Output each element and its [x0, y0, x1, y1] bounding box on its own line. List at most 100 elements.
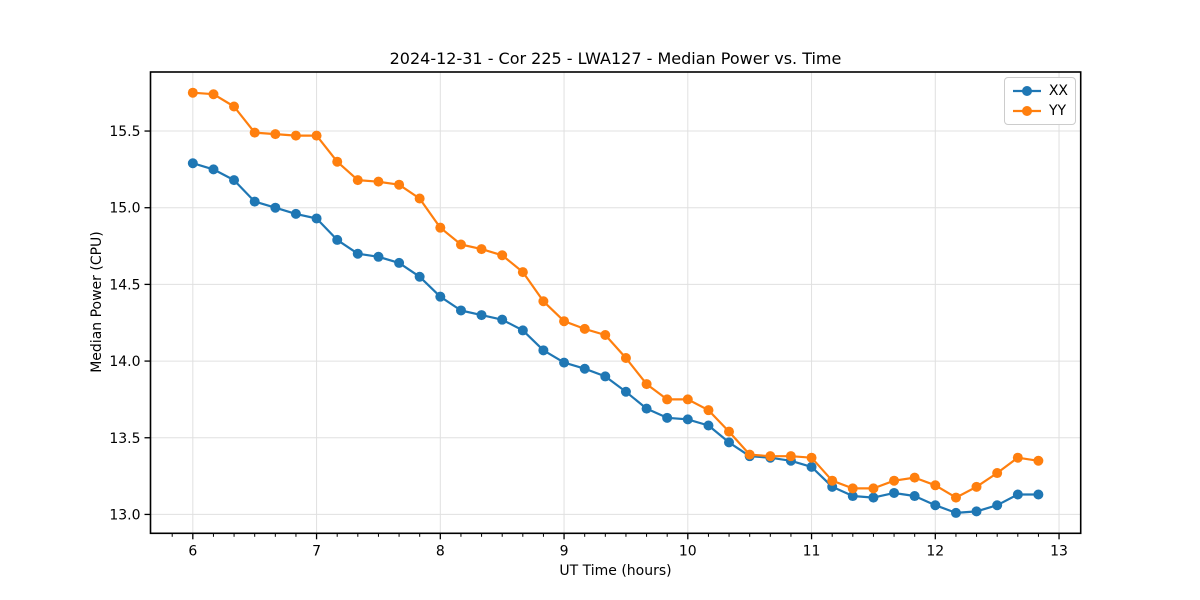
data-point-xx — [930, 500, 941, 511]
data-point-xx — [682, 414, 693, 425]
data-point-yy — [682, 394, 693, 405]
data-point-yy — [1033, 455, 1044, 466]
data-point-yy — [394, 179, 405, 190]
data-point-yy — [208, 89, 219, 100]
data-point-xx — [559, 357, 570, 368]
y-axis-label: Median Power (CPU) — [89, 231, 105, 373]
data-point-xx — [889, 487, 900, 498]
legend-line-xx-icon — [1013, 86, 1041, 96]
data-point-xx — [538, 345, 549, 356]
data-point-xx — [971, 506, 982, 517]
data-point-xx — [806, 461, 817, 472]
data-point-yy — [971, 481, 982, 492]
data-point-xx — [352, 248, 363, 259]
x-tick-label: 7 — [312, 543, 321, 559]
data-point-yy — [765, 451, 776, 462]
y-tick-label: 15.0 — [109, 201, 140, 217]
data-point-xx — [724, 437, 735, 448]
data-point-xx — [249, 196, 260, 207]
data-point-yy — [703, 405, 714, 416]
data-point-yy — [620, 353, 631, 364]
x-tick-label: 6 — [188, 543, 197, 559]
data-point-yy — [332, 156, 343, 167]
data-point-yy — [889, 475, 900, 486]
data-point-yy — [930, 480, 941, 491]
data-point-xx — [950, 507, 961, 518]
data-point-yy — [827, 475, 838, 486]
data-point-yy — [806, 452, 817, 463]
y-tick-label: 14.0 — [109, 354, 140, 370]
data-point-xx — [1012, 489, 1023, 500]
data-point-yy — [559, 316, 570, 327]
data-point-yy — [847, 483, 858, 494]
data-point-yy — [435, 222, 446, 233]
data-point-yy — [414, 193, 425, 204]
data-point-yy — [497, 250, 508, 261]
data-point-xx — [662, 412, 673, 423]
data-point-xx — [208, 164, 219, 175]
data-point-yy — [517, 267, 528, 278]
data-point-yy — [229, 101, 240, 112]
legend-item-xx: XX — [1012, 84, 1068, 98]
data-point-xx — [868, 492, 879, 503]
y-tick-label: 13.5 — [109, 431, 140, 447]
data-point-yy — [785, 451, 796, 462]
data-point-xx — [909, 491, 920, 502]
data-point-xx — [394, 257, 405, 268]
data-point-yy — [1012, 452, 1023, 463]
data-point-xx — [373, 251, 384, 262]
data-point-yy — [662, 394, 673, 405]
data-point-yy — [311, 130, 322, 141]
y-tick-label: 15.5 — [109, 124, 140, 140]
data-point-xx — [332, 234, 343, 245]
chart-title: 2024-12-31 - Cor 225 - LWA127 - Median P… — [389, 49, 842, 68]
data-point-xx — [517, 325, 528, 336]
data-point-yy — [290, 130, 301, 141]
legend-label-xx: XX — [1048, 83, 1068, 99]
data-point-yy — [579, 323, 590, 334]
x-tick-label: 11 — [803, 543, 821, 559]
data-point-yy — [868, 483, 879, 494]
data-point-xx — [455, 305, 466, 316]
series-line-yy — [191, 91, 1040, 499]
data-point-xx — [270, 202, 281, 213]
data-point-xx — [847, 491, 858, 502]
data-point-yy — [373, 176, 384, 187]
data-point-xx — [229, 175, 240, 186]
legend-line-yy-icon — [1013, 106, 1041, 116]
data-point-yy — [352, 175, 363, 186]
data-point-xx — [414, 271, 425, 282]
data-point-xx — [290, 208, 301, 219]
data-point-yy — [992, 468, 1003, 479]
data-point-xx — [476, 310, 487, 321]
legend-label-yy: YY — [1049, 103, 1067, 119]
data-point-xx — [600, 371, 611, 382]
data-point-xx — [579, 363, 590, 374]
y-tick-label: 13.0 — [109, 507, 140, 523]
data-point-yy — [476, 244, 487, 255]
data-point-yy — [270, 129, 281, 140]
data-point-xx — [1033, 489, 1044, 500]
legend: XX YY — [1004, 77, 1076, 125]
data-point-yy — [538, 296, 549, 307]
data-point-xx — [620, 386, 631, 397]
data-point-xx — [187, 158, 198, 169]
legend-item-yy: YY — [1012, 104, 1068, 118]
data-point-yy — [724, 426, 735, 437]
x-tick-label: 12 — [926, 543, 944, 559]
data-point-xx — [435, 291, 446, 302]
data-point-xx — [311, 213, 322, 224]
x-tick-label: 13 — [1050, 543, 1068, 559]
x-tick-label: 8 — [436, 543, 445, 559]
data-point-xx — [992, 500, 1003, 511]
axes-frame — [149, 71, 1082, 535]
data-point-yy — [600, 330, 611, 341]
x-axis-label: UT Time (hours) — [559, 563, 672, 579]
x-tick-label: 9 — [560, 543, 569, 559]
data-point-yy — [909, 472, 920, 483]
data-point-yy — [950, 492, 961, 503]
data-point-yy — [744, 449, 755, 460]
data-point-yy — [641, 379, 652, 390]
